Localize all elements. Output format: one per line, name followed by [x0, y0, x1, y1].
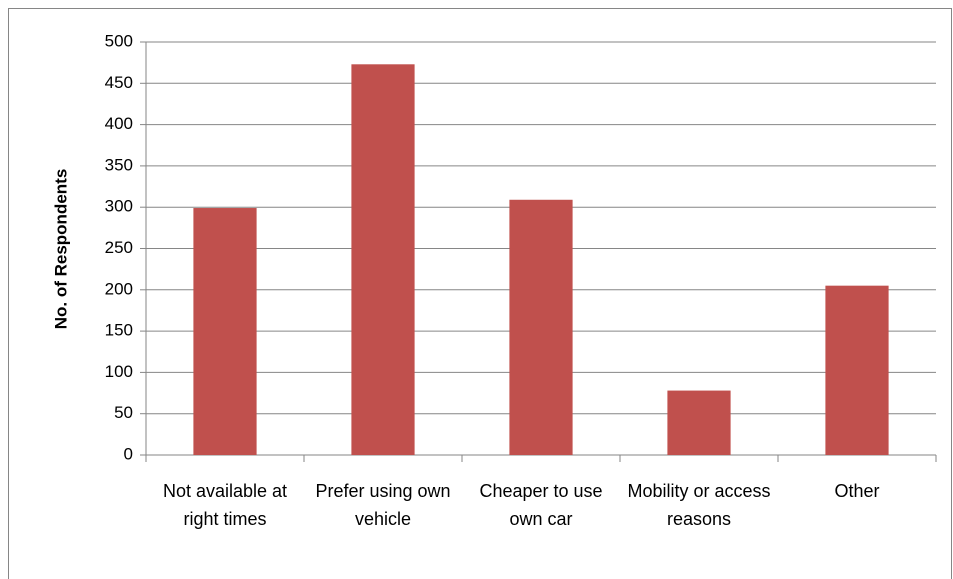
chart-border	[8, 8, 952, 579]
y-tick-label: 100	[105, 362, 133, 381]
y-axis-title: No. of Respondents	[51, 169, 70, 330]
y-tick-label: 500	[105, 31, 133, 50]
y-tick-label: 400	[105, 114, 133, 133]
y-tick-label: 50	[114, 403, 133, 422]
x-label-box: Cheaper to use own car	[479, 481, 603, 529]
y-tick-label: 450	[105, 73, 133, 92]
bar	[509, 199, 573, 455]
x-label-box: Other	[834, 481, 880, 501]
y-tick-label: 300	[105, 197, 133, 216]
x-label-box: Prefer using own vehicle	[315, 481, 451, 529]
y-tick-label: 200	[105, 279, 133, 298]
y-tick-label: 0	[124, 444, 133, 463]
bar	[351, 64, 415, 455]
bar	[667, 390, 731, 455]
x-tick-label: Mobility or access reasons	[627, 481, 771, 529]
x-tick-label: Cheaper to use own car	[479, 481, 603, 529]
bar	[193, 208, 257, 455]
y-tick-label: 150	[105, 321, 133, 340]
bar	[825, 285, 889, 455]
x-label-box: Mobility or access reasons	[627, 481, 771, 529]
x-tick-label: Not available at right times	[162, 481, 288, 529]
y-tick-label: 250	[105, 238, 133, 257]
x-label-box: Not available at right times	[162, 481, 288, 529]
x-tick-label: Prefer using own vehicle	[315, 481, 451, 529]
y-tick-label: 350	[105, 155, 133, 174]
x-tick-label: Other	[834, 481, 880, 501]
